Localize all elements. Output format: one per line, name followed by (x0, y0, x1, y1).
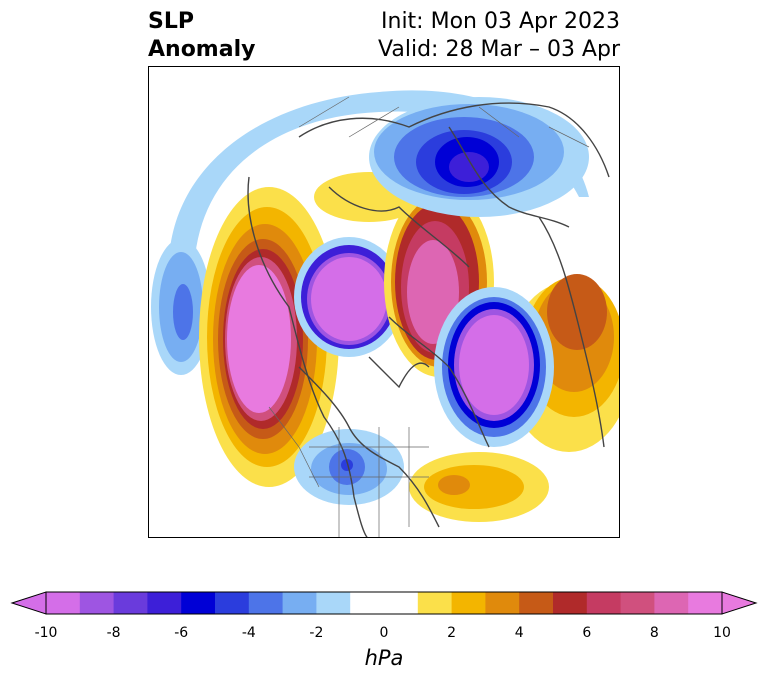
colorbar (10, 591, 758, 615)
colorbar-tick-label: -8 (106, 625, 121, 641)
subtropical-atlantic-high-anomaly (409, 452, 549, 522)
colorbar-segment (519, 592, 554, 614)
outer-negative-ring (168, 90, 589, 277)
colorbar-unit-label: hPa (364, 646, 404, 670)
siberia-low-anomaly (369, 97, 589, 217)
colorbar-segment (350, 592, 385, 614)
colorbar-segment (282, 592, 317, 614)
colorbar-segment (79, 592, 115, 614)
colorbar-outline (45, 591, 723, 615)
colorbar-segment (384, 592, 419, 614)
colorbar-segment (553, 592, 588, 614)
coastlines (247, 102, 610, 537)
valid-range: Valid: 28 Mar – 03 Apr (378, 37, 620, 62)
colorbar-segment (46, 592, 81, 614)
colorbar-segment (147, 592, 182, 614)
init-date: Init: Mon 03 Apr 2023 (381, 9, 620, 34)
north-pacific-low-anomaly (151, 239, 211, 375)
colorbar-tick-label: 2 (447, 625, 457, 641)
colorbar-segment (215, 592, 250, 614)
colorbar-tick-label: -10 (34, 625, 58, 641)
colorbar-low-extend (10, 591, 47, 615)
pacific-high-anomaly (199, 187, 339, 487)
colorbar-segment (688, 592, 723, 614)
colorbar-high-extend (721, 591, 758, 615)
colorbar-segment (620, 592, 655, 614)
colorbar-tick-label: -2 (309, 625, 324, 641)
colorbar-segments (46, 592, 723, 614)
colorbar-tick-label: -6 (174, 625, 189, 641)
arctic-canada-low-anomaly (294, 237, 404, 357)
map-canvas (151, 90, 619, 537)
colorbar-segment (654, 592, 689, 614)
colorbar-segment (181, 592, 216, 614)
colorbar-tick-label: 4 (514, 625, 524, 641)
colorbar-tick-label: -4 (241, 625, 256, 641)
colorbar-segment (451, 592, 486, 614)
colorbar-segment (113, 592, 148, 614)
north-atlantic-low-anomaly (434, 287, 554, 447)
colorbar-tick-label: 0 (379, 625, 389, 641)
colorbar-tick-label: 6 (582, 625, 592, 641)
colorbar-segment (485, 592, 520, 614)
anomaly-map (148, 66, 620, 538)
colorbar-tick-label: 8 (649, 625, 659, 641)
colorbar-tick-label: 10 (713, 625, 731, 641)
title-line-1: SLP (148, 9, 194, 34)
colorbar-segment (417, 592, 453, 614)
date-info: Init: Mon 03 Apr 2023 Valid: 28 Mar – 03… (378, 8, 620, 64)
borders (268, 96, 590, 537)
chart-title: SLP Anomaly (148, 8, 255, 64)
colorbar-segment (248, 592, 284, 614)
title-line-2: Anomaly (148, 37, 256, 62)
colorbar-segment (586, 592, 622, 614)
colorbar-segment (316, 592, 351, 614)
